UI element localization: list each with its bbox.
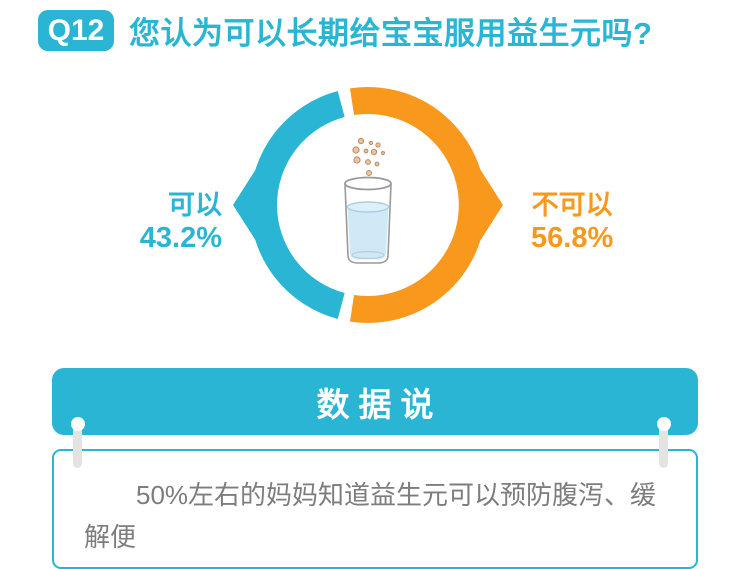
infographic-page: Q12 您认为可以长期给宝宝服用益生元吗? xyxy=(38,8,698,569)
pin-left-icon xyxy=(70,417,85,468)
label-no-category: 不可以 xyxy=(531,190,613,220)
granule-dots-icon xyxy=(352,137,385,176)
water-glass-icon xyxy=(344,176,392,264)
donut-svg xyxy=(233,87,503,323)
banner-title: 数据说 xyxy=(316,385,443,423)
summary-text: 50%左右的妈妈知道益生元可以预防腹泻、缓解便 xyxy=(84,480,657,552)
question-number-badge: Q12 xyxy=(38,10,114,51)
data-says-banner: 数据说 xyxy=(52,368,698,435)
donut-segment-no xyxy=(349,87,486,323)
donut-arrow-left-icon xyxy=(233,169,282,241)
question-header: Q12 您认为可以长期给宝宝服用益生元吗? xyxy=(38,8,652,53)
label-yes-percent: 43.2% xyxy=(139,222,222,254)
donut-segment-yes xyxy=(250,90,345,320)
pin-right-icon xyxy=(656,417,671,468)
question-title: 您认为可以长期给宝宝服用益生元吗? xyxy=(129,16,653,51)
donut-chart: 可以 43.2% 不可以 56.8% xyxy=(140,87,613,323)
label-yes: 可以 43.2% xyxy=(140,189,222,255)
donut-arrow-right-icon xyxy=(454,169,503,241)
label-no-percent: 56.8% xyxy=(531,222,614,254)
label-no: 不可以 56.8% xyxy=(531,189,613,255)
summary-box: 50%左右的妈妈知道益生元可以预防腹泻、缓解便 xyxy=(52,449,698,569)
label-yes-category: 可以 xyxy=(168,190,222,220)
